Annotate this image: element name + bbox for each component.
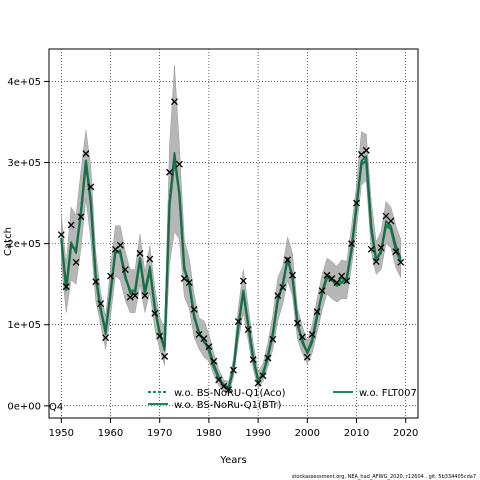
corner-label: Q4 <box>49 402 63 413</box>
confidence-band <box>61 65 402 395</box>
observed-point <box>323 271 331 279</box>
observed-point <box>97 300 105 308</box>
observed-points <box>57 98 405 394</box>
observed-point <box>67 221 75 229</box>
observed-point <box>294 319 301 327</box>
observed-point <box>116 241 124 249</box>
observed-point <box>210 357 218 365</box>
footer-credit: stockassessment.org, NEA_had_AFWG_2020, … <box>292 474 476 480</box>
observed-point <box>298 333 306 341</box>
y-tick-label: 0e+00 <box>7 401 41 412</box>
y-tick-label: 2e+05 <box>7 239 41 250</box>
x-tick-label: 1950 <box>49 428 74 439</box>
observed-point <box>377 244 385 252</box>
observed-point <box>190 305 198 313</box>
y-tick-label: 1e+05 <box>7 320 41 331</box>
x-tick-label: 1960 <box>98 428 123 439</box>
x-tick-label: 1970 <box>147 428 172 439</box>
observed-point <box>146 255 154 263</box>
observed-point <box>397 258 405 266</box>
observed-point <box>269 335 277 343</box>
y-axis-ticks: 0e+00 1e+05 2e+05 3e+05 4e+05 <box>7 77 49 412</box>
observed-point <box>87 183 95 191</box>
observed-point <box>171 98 178 106</box>
observed-point <box>289 271 296 279</box>
x-tick-label: 1980 <box>196 428 221 439</box>
observed-point <box>77 213 85 221</box>
observed-point <box>185 279 193 287</box>
legend-label: w.o. BS-NoRU-Q1(Aco) <box>174 388 286 399</box>
x-axis-label: Years <box>219 455 246 466</box>
observed-point <box>62 283 70 291</box>
observed-point <box>244 326 252 334</box>
observed-point <box>274 292 282 300</box>
legend: w.o. BS-NoRU-Q1(Aco)w.o. BS-NoRu-Q1(BTr)… <box>148 388 417 411</box>
observed-point <box>254 379 262 387</box>
observed-point <box>175 160 183 168</box>
observed-point <box>392 248 400 256</box>
observed-point <box>239 277 247 285</box>
confidence-band-area <box>61 65 402 395</box>
observed-point <box>225 386 233 394</box>
y-tick-label: 3e+05 <box>7 158 41 169</box>
observed-point <box>372 258 380 265</box>
observed-point <box>220 382 228 390</box>
observed-point <box>141 292 149 300</box>
x-tick-label: 2020 <box>393 428 418 439</box>
observed-point <box>102 334 110 342</box>
observed-point <box>126 293 134 301</box>
observed-point <box>121 266 129 274</box>
observed-point <box>387 217 395 225</box>
x-tick-label: 2010 <box>344 428 369 439</box>
observed-point <box>279 283 287 291</box>
observed-point <box>333 279 341 287</box>
observed-point <box>284 256 292 264</box>
observed-point <box>303 353 311 361</box>
observed-point <box>348 240 356 248</box>
observed-point <box>205 343 213 351</box>
x-axis-ticks: 1950 1960 1970 1980 1990 2000 2010 2020 <box>49 418 418 439</box>
observed-point <box>343 277 351 285</box>
y-axis-label: Catch <box>3 227 14 256</box>
observed-point <box>353 199 360 207</box>
observed-point <box>234 318 242 325</box>
observed-point <box>259 372 267 380</box>
observed-point <box>136 249 144 257</box>
observed-point <box>92 278 100 286</box>
observed-point <box>200 335 208 342</box>
observed-point <box>313 308 321 316</box>
observed-point <box>362 146 370 154</box>
observed-point <box>367 245 375 253</box>
observed-point <box>166 168 173 176</box>
observed-point <box>82 150 90 158</box>
x-tick-label: 2000 <box>295 428 320 439</box>
observed-point <box>161 352 169 360</box>
observed-point <box>308 331 316 338</box>
observed-point <box>215 376 223 384</box>
observed-point <box>230 366 237 374</box>
x-tick-label: 1990 <box>245 428 270 439</box>
observed-point <box>156 332 164 340</box>
legend-label: w.o. BS-NoRu-Q1(BTr) <box>174 400 282 411</box>
plot-frame <box>48 48 419 419</box>
observed-point <box>57 231 65 239</box>
observed-point <box>107 272 114 280</box>
observed-point <box>264 354 272 362</box>
observed-point <box>151 309 159 317</box>
observed-point <box>249 356 257 364</box>
observed-point <box>72 258 80 266</box>
legend-label: w.o. FLT007 <box>359 388 417 399</box>
observed-point <box>318 287 326 295</box>
y-tick-label: 4e+05 <box>7 77 41 88</box>
observed-point <box>131 292 139 300</box>
